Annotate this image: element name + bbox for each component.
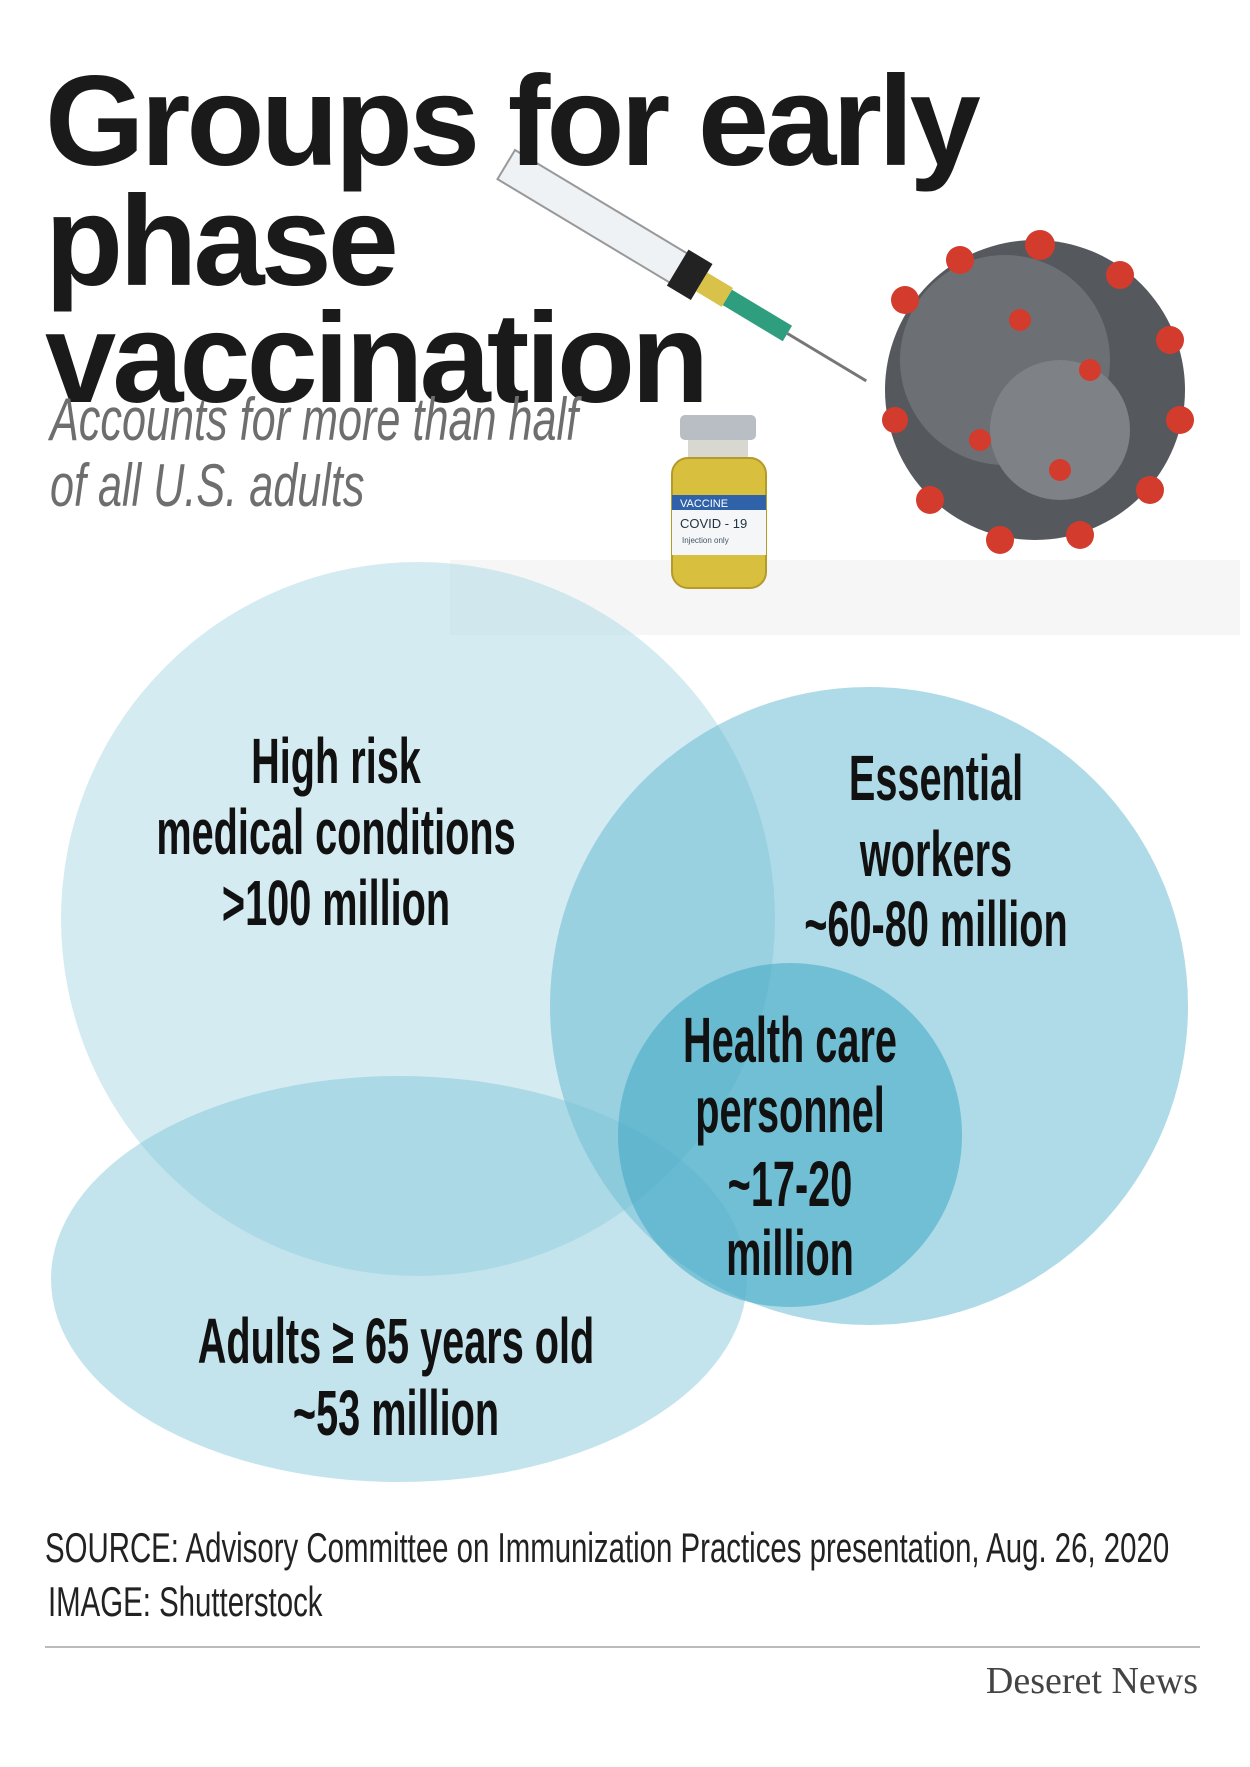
subtitle: of all U.S. adults [50,453,364,520]
group-label: ~60-80 million [804,890,1067,961]
circle-adults-65 [51,1076,747,1482]
subtitle: Accounts for more than half [48,387,583,454]
circle-health-care [618,963,962,1307]
group-label: Essential [849,744,1023,815]
venn [51,562,1188,1482]
title: phase [45,170,395,313]
vial-label: Injection only [682,536,729,545]
image-credit: IMAGE: Shutterstock [48,1578,323,1626]
title: vaccination [45,287,705,430]
group-label: million [726,1219,854,1290]
illustration: VACCINE COVID - 19 Injection only [450,148,1240,635]
group-label: ~17-20 [728,1150,853,1221]
vial-label: VACCINE [680,498,728,510]
virus [882,230,1194,554]
group-label: >100 million [222,869,450,940]
group-label: workers [859,820,1012,891]
vial: VACCINE COVID - 19 Injection only [671,415,767,589]
group-label: Health care [683,1006,897,1077]
syringe [496,148,868,383]
group-label: High risk [251,727,421,798]
logo: Deseret News [986,1660,1198,1702]
group-label: ~53 million [293,1379,499,1450]
vial-label: COVID - 19 [680,516,747,531]
group-label: personnel [695,1076,885,1147]
source: SOURCE: Advisory Committee on Immunizati… [45,1524,1169,1572]
group-label: Adults ≥ 65 years old [198,1307,595,1378]
title: Groups for early [45,50,981,193]
group-label: medical conditions [156,798,515,869]
